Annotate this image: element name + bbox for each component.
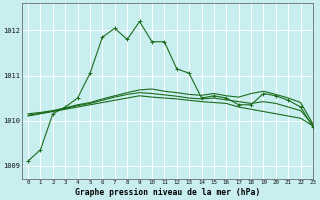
X-axis label: Graphe pression niveau de la mer (hPa): Graphe pression niveau de la mer (hPa) [75, 188, 260, 197]
